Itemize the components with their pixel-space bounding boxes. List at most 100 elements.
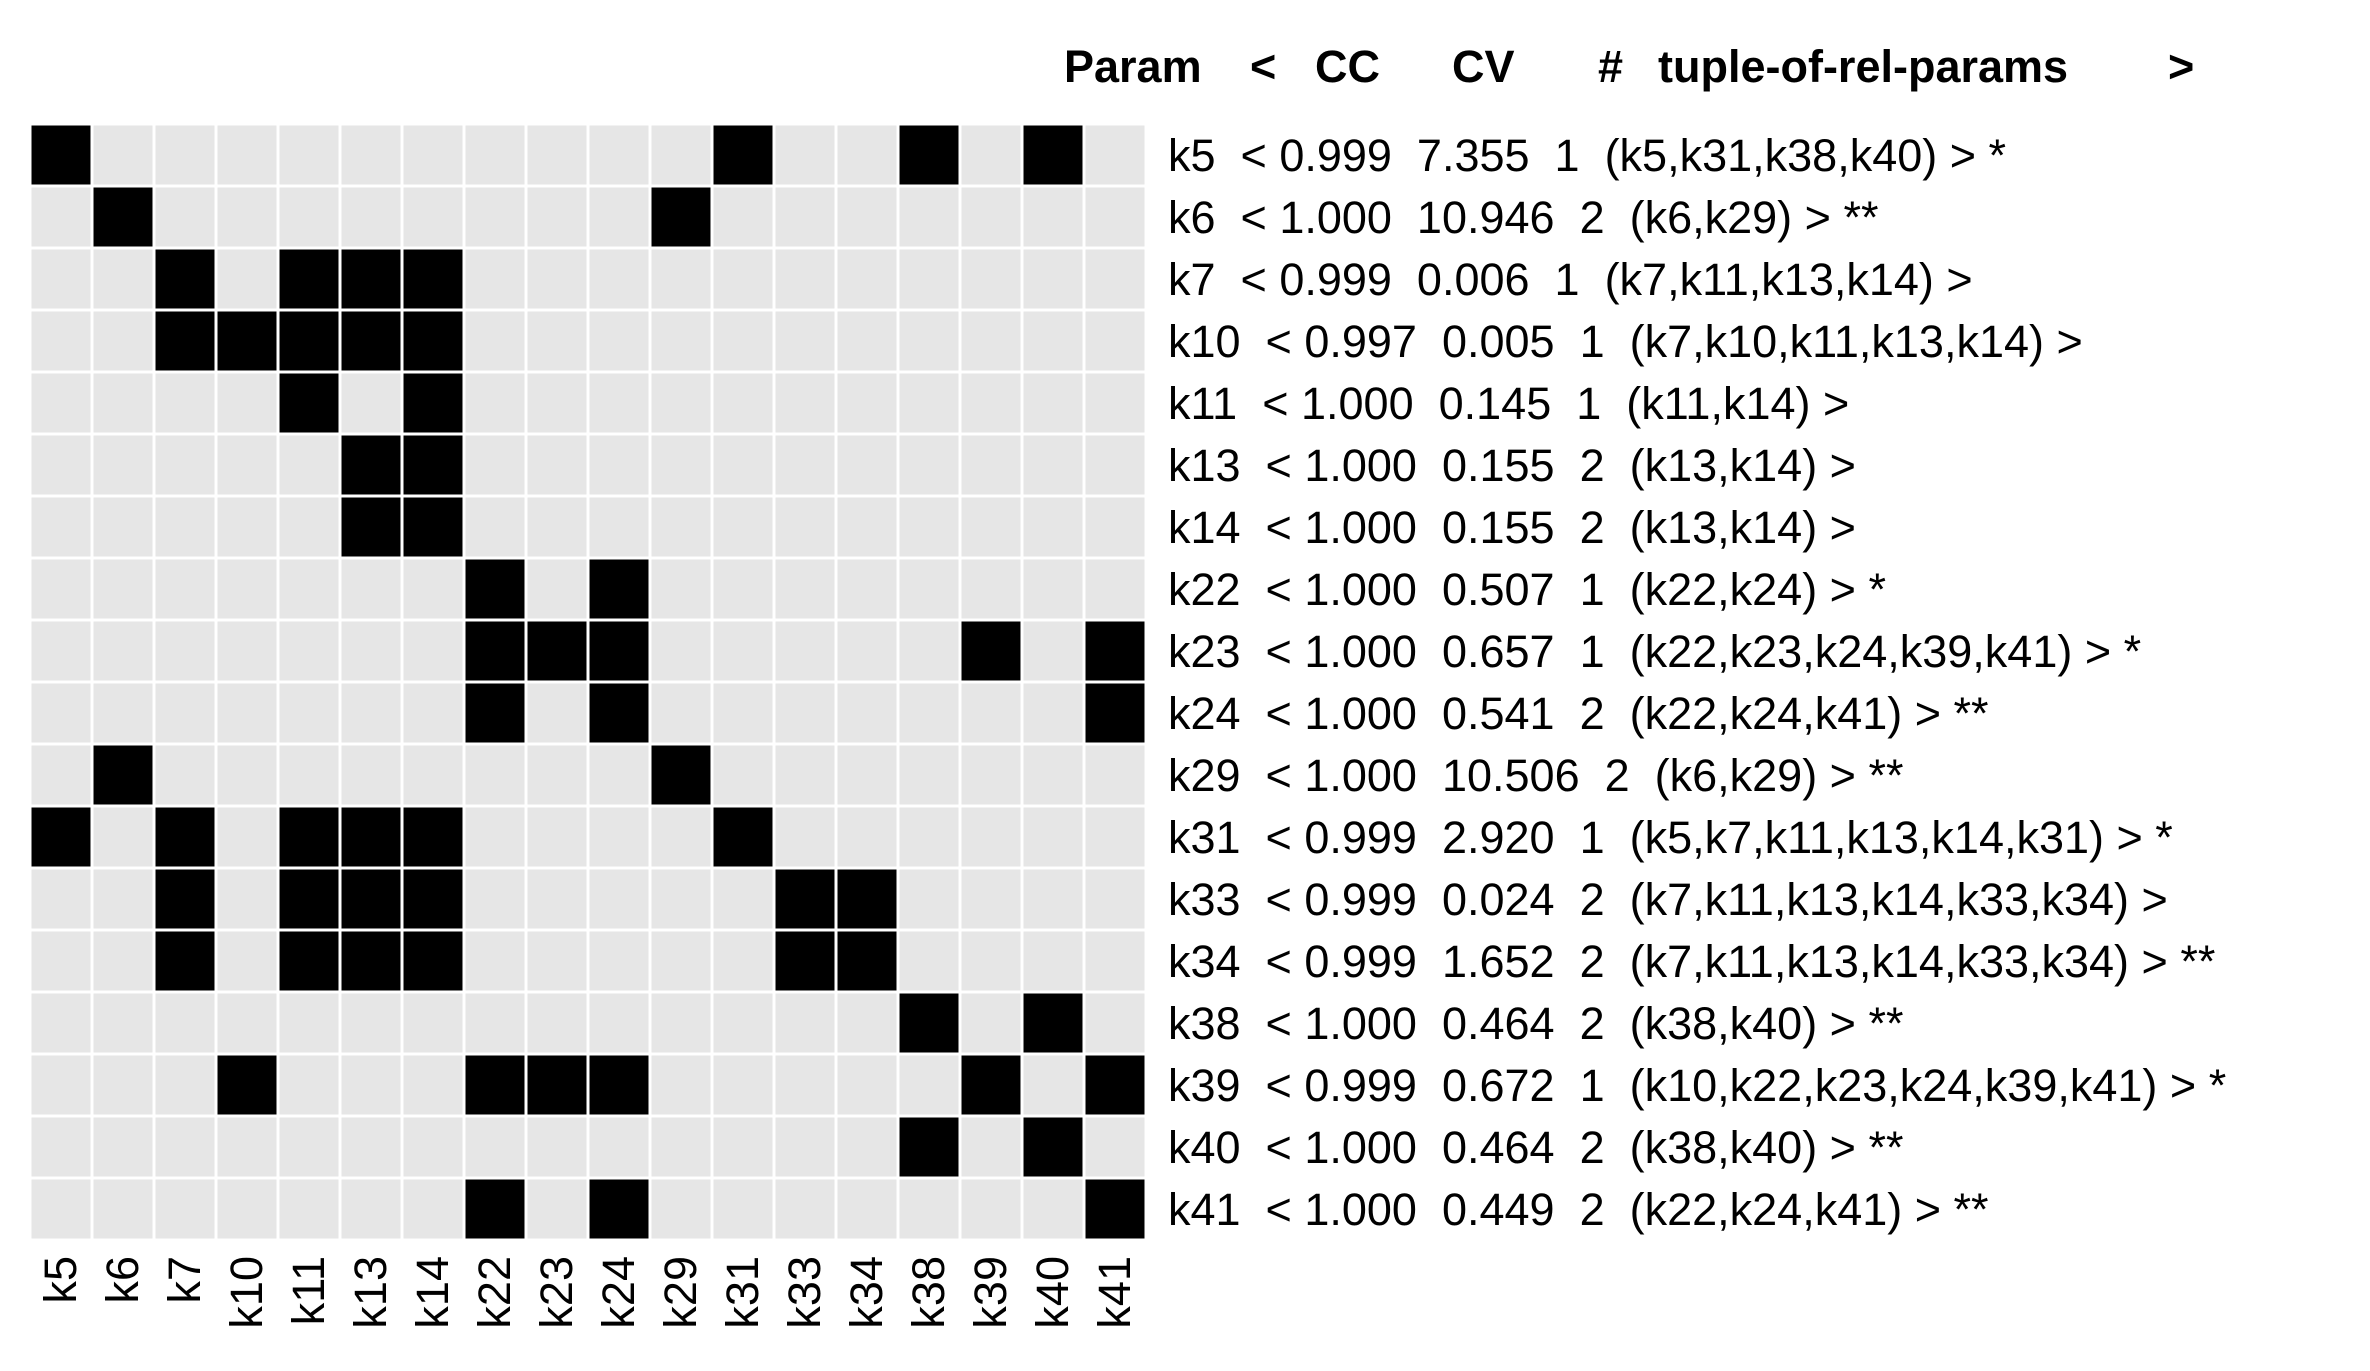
- heatmap-cell-k34-k38: [899, 931, 959, 991]
- heatmap-cell-k11-k11: [279, 373, 339, 433]
- heatmap-cell-k10-k41: [1085, 311, 1145, 371]
- heatmap-cell-k11-k10: [217, 373, 277, 433]
- heatmap-cell-k13-k23: [527, 435, 587, 495]
- heatmap-cell-k29-k39: [961, 745, 1021, 805]
- heatmap-cell-k38-k10: [217, 993, 277, 1053]
- heatmap-cell-k41-k24: [589, 1179, 649, 1239]
- heatmap-cell-k22-k31: [713, 559, 773, 619]
- heatmap-cell-k5-k5: [31, 125, 91, 185]
- heatmap-cell-k40-k23: [527, 1117, 587, 1177]
- heatmap-cell-k39-k41: [1085, 1055, 1145, 1115]
- row-annotation-k13: k13 < 1.000 0.155 2 (k13,k14) >: [1168, 440, 1856, 491]
- header-close-bracket: >: [2168, 41, 2194, 92]
- heatmap-cell-k31-k13: [341, 807, 401, 867]
- heatmap-cell-k23-k34: [837, 621, 897, 681]
- heatmap-cell-k41-k7: [155, 1179, 215, 1239]
- heatmap-cell-k14-k33: [775, 497, 835, 557]
- heatmap-cell-k38-k7: [155, 993, 215, 1053]
- heatmap-cell-k13-k33: [775, 435, 835, 495]
- heatmap-cell-k29-k13: [341, 745, 401, 805]
- row-annotation-k23: k23 < 1.000 0.657 1 (k22,k23,k24,k39,k41…: [1168, 626, 2141, 677]
- heatmap-cell-k24-k14: [403, 683, 463, 743]
- heatmap-cell-k22-k10: [217, 559, 277, 619]
- heatmap-cell-k29-k41: [1085, 745, 1145, 805]
- heatmap-cell-k10-k39: [961, 311, 1021, 371]
- heatmap-cell-k31-k7: [155, 807, 215, 867]
- heatmap-cell-k23-k33: [775, 621, 835, 681]
- heatmap-cell-k10-k5: [31, 311, 91, 371]
- heatmap-cell-k13-k29: [651, 435, 711, 495]
- heatmap-cell-k31-k24: [589, 807, 649, 867]
- heatmap-cell-k34-k7: [155, 931, 215, 991]
- heatmap-cell-k40-k39: [961, 1117, 1021, 1177]
- heatmap-cell-k11-k13: [341, 373, 401, 433]
- heatmap-cell-k41-k38: [899, 1179, 959, 1239]
- heatmap-cell-k23-k13: [341, 621, 401, 681]
- heatmap-cell-k40-k14: [403, 1117, 463, 1177]
- x-tick-label-k6: k6: [97, 1256, 148, 1304]
- heatmap-cell-k23-k40: [1023, 621, 1083, 681]
- heatmap-cell-k24-k23: [527, 683, 587, 743]
- heatmap-cell-k22-k5: [31, 559, 91, 619]
- heatmap-cell-k40-k10: [217, 1117, 277, 1177]
- heatmap-cell-k11-k39: [961, 373, 1021, 433]
- heatmap-cell-k24-k33: [775, 683, 835, 743]
- heatmap-cell-k24-k39: [961, 683, 1021, 743]
- heatmap-cell-k13-k41: [1085, 435, 1145, 495]
- heatmap-cell-k6-k41: [1085, 187, 1145, 247]
- heatmap-cell-k38-k40: [1023, 993, 1083, 1053]
- heatmap-cell-k13-k13: [341, 435, 401, 495]
- heatmap-cell-k23-k29: [651, 621, 711, 681]
- heatmap-cell-k5-k6: [93, 125, 153, 185]
- heatmap-cell-k40-k22: [465, 1117, 525, 1177]
- heatmap-cell-k33-k13: [341, 869, 401, 929]
- heatmap-cell-k6-k29: [651, 187, 711, 247]
- heatmap-cell-k31-k6: [93, 807, 153, 867]
- heatmap-cell-k11-k24: [589, 373, 649, 433]
- heatmap-cell-k34-k39: [961, 931, 1021, 991]
- heatmap-cell-k10-k24: [589, 311, 649, 371]
- x-tick-label-k23: k23: [531, 1256, 582, 1329]
- heatmap-cell-k7-k24: [589, 249, 649, 309]
- heatmap-cell-k29-k6: [93, 745, 153, 805]
- heatmap-cell-k34-k34: [837, 931, 897, 991]
- row-annotation-k6: k6 < 1.000 10.946 2 (k6,k29) > **: [1168, 192, 1878, 243]
- heatmap-cell-k10-k33: [775, 311, 835, 371]
- heatmap-cell-k34-k31: [713, 931, 773, 991]
- heatmap-cell-k10-k23: [527, 311, 587, 371]
- heatmap-cell-k38-k5: [31, 993, 91, 1053]
- heatmap-cell-k33-k11: [279, 869, 339, 929]
- heatmap-cell-k10-k13: [341, 311, 401, 371]
- heatmap-cell-k33-k29: [651, 869, 711, 929]
- heatmap-cell-k31-k11: [279, 807, 339, 867]
- heatmap-cell-k10-k10: [217, 311, 277, 371]
- heatmap-cell-k39-k14: [403, 1055, 463, 1115]
- heatmap-cell-k10-k14: [403, 311, 463, 371]
- heatmap-cell-k29-k22: [465, 745, 525, 805]
- heatmap-cell-k5-k39: [961, 125, 1021, 185]
- heatmap-cell-k29-k10: [217, 745, 277, 805]
- heatmap-cell-k5-k13: [341, 125, 401, 185]
- heatmap-cell-k34-k10: [217, 931, 277, 991]
- heatmap-cell-k13-k5: [31, 435, 91, 495]
- heatmap-cell-k41-k5: [31, 1179, 91, 1239]
- heatmap-cell-k34-k24: [589, 931, 649, 991]
- heatmap-cell-k31-k22: [465, 807, 525, 867]
- row-annotation-k14: k14 < 1.000 0.155 2 (k13,k14) >: [1168, 502, 1856, 553]
- heatmap-cell-k23-k11: [279, 621, 339, 681]
- heatmap-cell-k40-k41: [1085, 1117, 1145, 1177]
- heatmap-cell-k31-k31: [713, 807, 773, 867]
- heatmap-cell-k11-k31: [713, 373, 773, 433]
- heatmap-cell-k24-k24: [589, 683, 649, 743]
- heatmap-cell-k14-k13: [341, 497, 401, 557]
- heatmap-cell-k40-k11: [279, 1117, 339, 1177]
- heatmap-cell-k33-k33: [775, 869, 835, 929]
- heatmap-cell-k24-k10: [217, 683, 277, 743]
- heatmap-cell-k11-k6: [93, 373, 153, 433]
- heatmap-cell-k22-k13: [341, 559, 401, 619]
- row-annotation-k40: k40 < 1.000 0.464 2 (k38,k40) > **: [1168, 1122, 1904, 1173]
- heatmap-cell-k31-k41: [1085, 807, 1145, 867]
- heatmap-cell-k38-k11: [279, 993, 339, 1053]
- heatmap-cell-k7-k34: [837, 249, 897, 309]
- heatmap-cell-k38-k29: [651, 993, 711, 1053]
